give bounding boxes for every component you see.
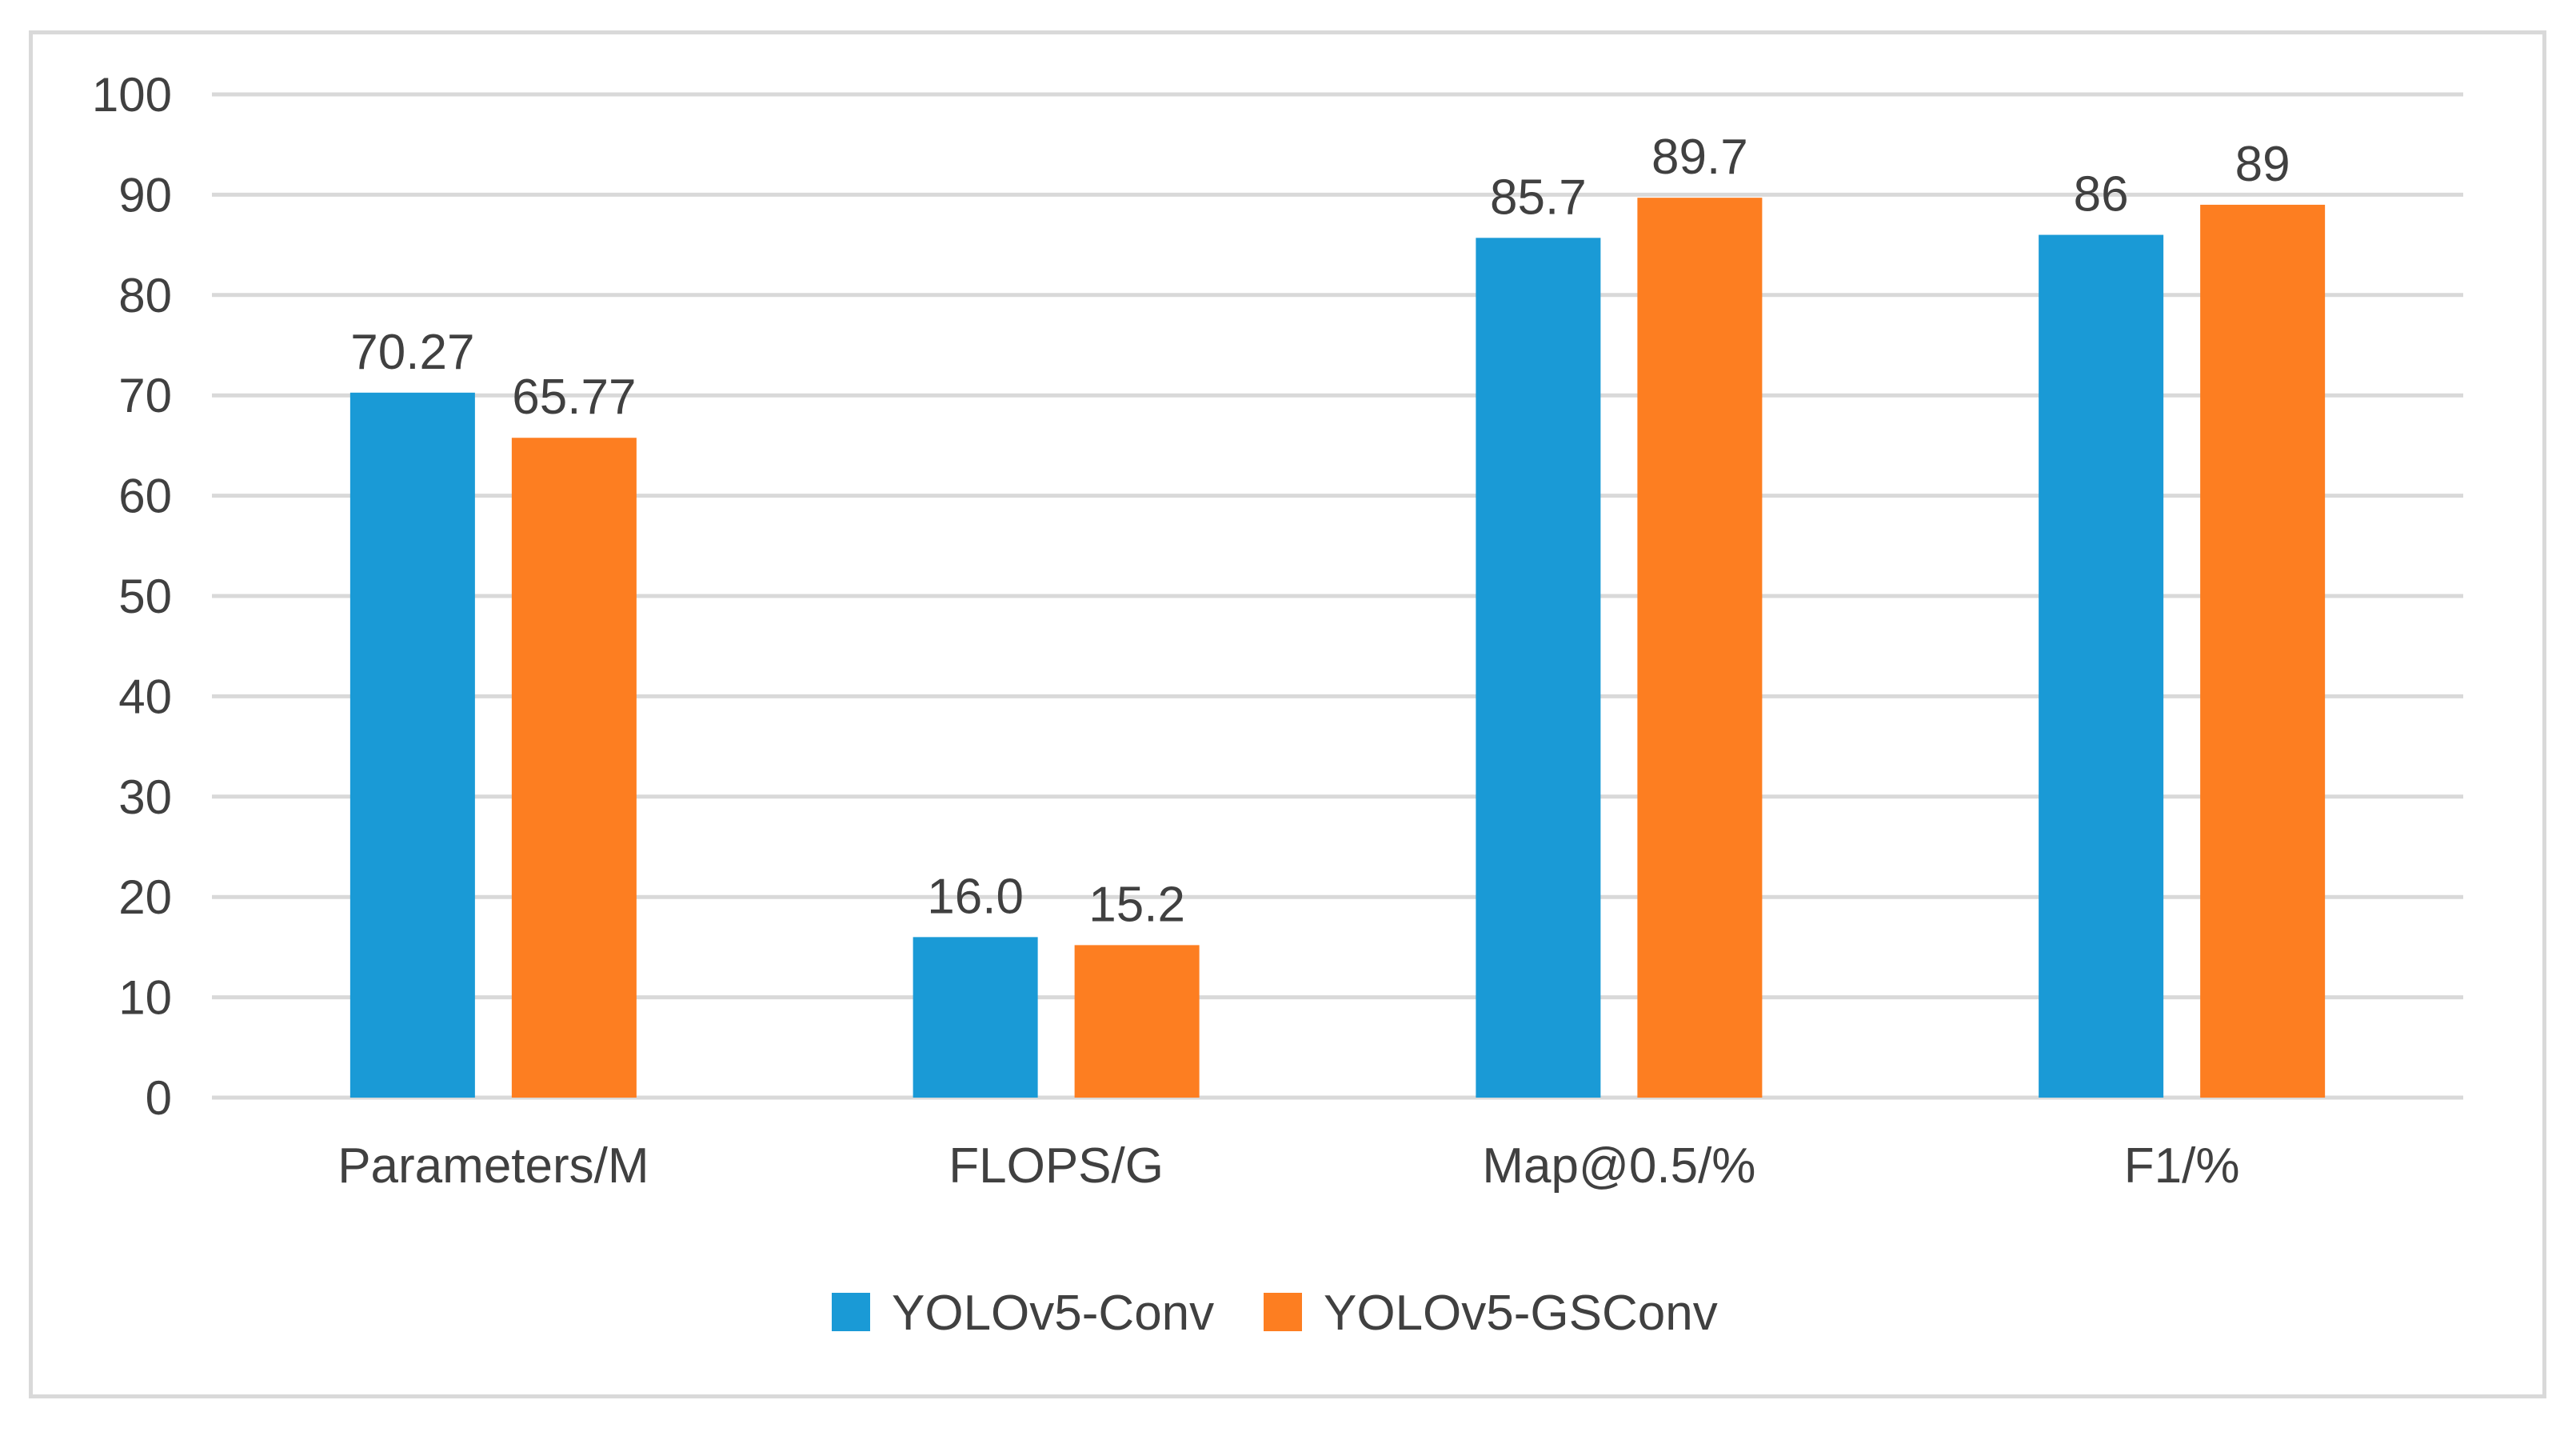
y-axis-tick-labels: 0 10 20 30 40 50 60 70 80 90 100 xyxy=(92,68,172,1125)
bar-gsconv-1 xyxy=(1074,945,1200,1098)
legend-swatch xyxy=(832,1293,870,1331)
data-label: 65.77 xyxy=(512,370,636,425)
category-label: F1/% xyxy=(2124,1138,2240,1194)
bar-conv-3 xyxy=(2039,234,2164,1098)
y-tick-label: 60 xyxy=(118,470,172,523)
category-label: Map@0.5/% xyxy=(1482,1138,1755,1194)
data-label: 89 xyxy=(2235,137,2290,192)
data-labels: 70.27 65.77 16.0 15.2 85.7 89.7 86 89 xyxy=(350,130,2290,932)
data-label: 70.27 xyxy=(350,325,474,380)
y-tick-label: 20 xyxy=(118,870,172,924)
bars xyxy=(349,198,2326,1098)
bar-gsconv-3 xyxy=(2200,204,2326,1098)
data-label: 86 xyxy=(2074,167,2129,222)
bar-conv-1 xyxy=(913,937,1038,1098)
y-tick-label: 70 xyxy=(118,369,172,422)
y-tick-label: 40 xyxy=(118,670,172,723)
y-tick-label: 0 xyxy=(146,1071,172,1125)
y-tick-label: 50 xyxy=(118,570,172,623)
y-tick-label: 100 xyxy=(92,68,172,122)
y-tick-label: 30 xyxy=(118,770,172,824)
category-label: FLOPS/G xyxy=(949,1138,1164,1194)
legend-label: YOLOv5-GSConv xyxy=(1324,1286,1718,1341)
bar-conv-0 xyxy=(349,392,475,1098)
category-label: Parameters/M xyxy=(337,1138,649,1194)
data-label: 85.7 xyxy=(1490,170,1587,225)
y-tick-label: 80 xyxy=(118,269,172,322)
bar-gsconv-2 xyxy=(1637,198,1763,1098)
x-axis-category-labels: Parameters/M FLOPS/G Map@0.5/% F1/% xyxy=(337,1138,2239,1194)
data-label: 89.7 xyxy=(1651,130,1748,185)
data-label: 16.0 xyxy=(927,869,1024,924)
y-tick-label: 90 xyxy=(118,168,172,222)
legend-label: YOLOv5-Conv xyxy=(892,1286,1214,1341)
y-tick-label: 10 xyxy=(118,971,172,1025)
bar-gsconv-0 xyxy=(511,438,637,1098)
legend-swatch xyxy=(1264,1293,1302,1331)
bar-conv-2 xyxy=(1476,238,1601,1098)
data-label: 15.2 xyxy=(1088,877,1185,932)
legend: YOLOv5-Conv YOLOv5-GSConv xyxy=(832,1286,1718,1341)
